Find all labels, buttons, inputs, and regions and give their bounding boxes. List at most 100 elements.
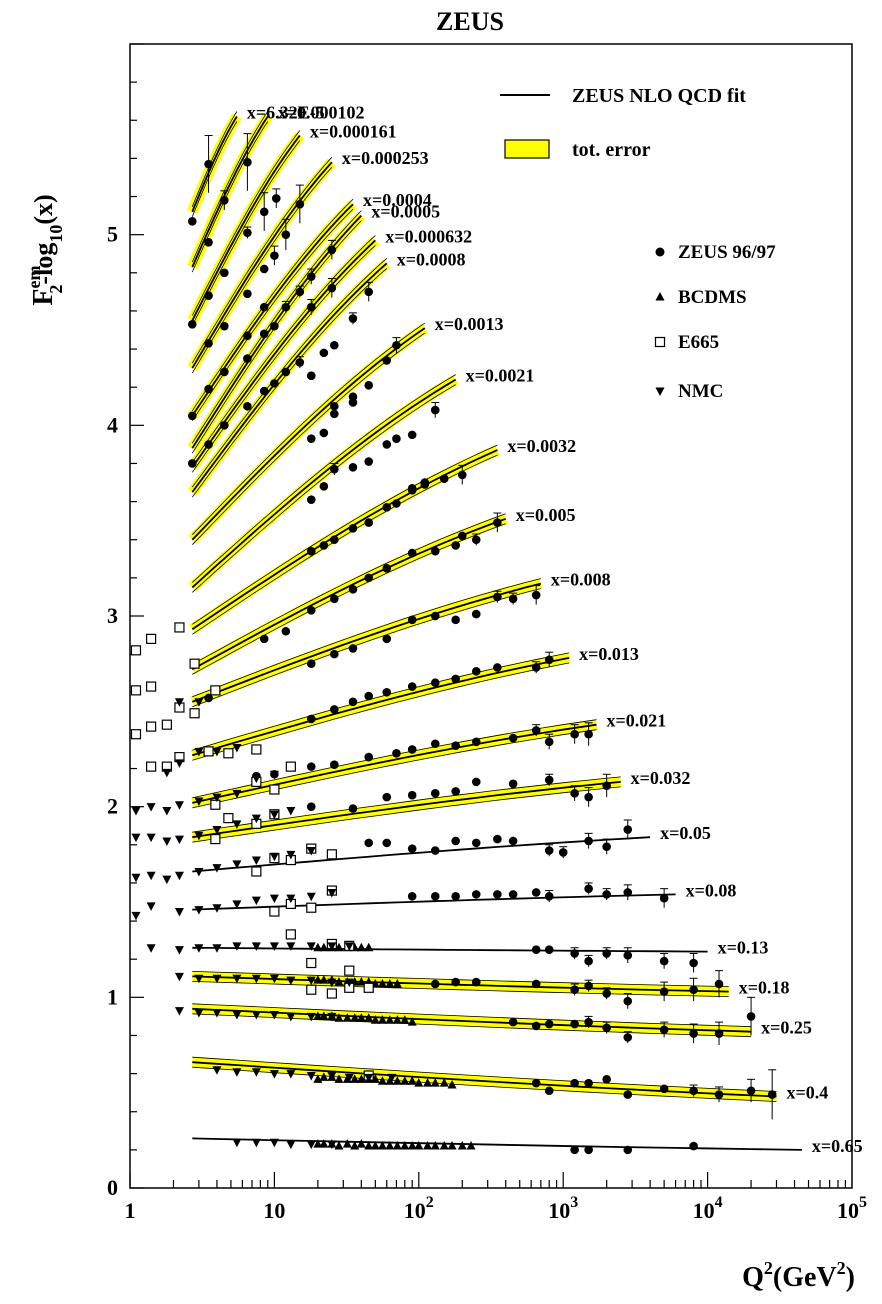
zeus-point xyxy=(430,405,440,415)
zeus-point xyxy=(544,1086,554,1096)
series-label: x=0.05 xyxy=(660,823,711,843)
bcdms-point xyxy=(392,1015,402,1024)
zeus-point xyxy=(430,891,440,901)
nmc-point xyxy=(174,908,184,917)
zeus-point xyxy=(392,434,401,443)
zeus-point xyxy=(382,356,392,365)
zeus-point xyxy=(407,891,417,901)
zeus-point xyxy=(659,956,669,966)
series-label: x=0.08 xyxy=(686,880,737,900)
e665-point xyxy=(146,721,157,732)
zeus-point xyxy=(508,594,518,604)
zeus-point xyxy=(204,384,213,394)
bcdms-point xyxy=(392,1141,402,1150)
zeus-point xyxy=(430,846,440,855)
fit-curve xyxy=(191,582,542,703)
nmc-point xyxy=(232,974,242,984)
x-tick-label-part: 2 xyxy=(426,1194,434,1211)
zeus-point xyxy=(327,283,337,293)
bcdms-point xyxy=(377,1015,387,1024)
bcdms-point xyxy=(319,1011,329,1020)
fit-curve xyxy=(191,115,269,268)
bcdms-point xyxy=(313,1139,323,1148)
bcdms-point xyxy=(319,942,329,952)
legend-bcdms-marker xyxy=(655,292,665,301)
e665-point xyxy=(326,988,337,999)
nmc-point xyxy=(306,1012,316,1022)
zeus-point xyxy=(319,482,329,491)
nmc-point xyxy=(162,875,172,885)
band-edge-upper xyxy=(191,111,238,207)
series-label: x=0.0032 xyxy=(507,436,576,456)
zeus-point xyxy=(584,981,593,991)
zeus-point xyxy=(382,687,392,697)
zeus-point xyxy=(714,1029,724,1038)
y-axis-title-text-part: 10 xyxy=(46,225,66,243)
bcdms-point xyxy=(414,1141,424,1150)
zeus-point xyxy=(327,245,337,255)
nmc-point xyxy=(131,833,141,843)
zeus-point xyxy=(746,1086,756,1096)
nmc-point xyxy=(344,1073,354,1083)
zeus-point xyxy=(508,779,518,789)
nmc-point xyxy=(269,810,279,820)
band-edge-upper xyxy=(191,111,269,263)
zeus-point xyxy=(471,977,481,987)
nmc-point xyxy=(251,974,261,984)
zeus-point xyxy=(471,777,481,787)
x-axis-title: Q2(GeV2) xyxy=(742,1258,855,1293)
x-axis-title-text: Q2(GeV2) xyxy=(742,1258,855,1293)
nmc-point xyxy=(212,826,222,835)
zeus-point xyxy=(330,535,339,545)
nmc-point xyxy=(269,1010,279,1020)
nmc-point xyxy=(269,852,279,862)
e665-point xyxy=(306,984,317,995)
bcdms-point xyxy=(385,1076,395,1085)
zeus-point xyxy=(420,478,430,487)
e665-point xyxy=(326,849,337,860)
zeus-point xyxy=(493,518,502,527)
zeus-point xyxy=(270,379,279,388)
nmc-point xyxy=(194,906,204,915)
fit-curve xyxy=(191,378,457,589)
y-tick-label: 5 xyxy=(107,222,118,247)
zeus-point xyxy=(204,237,213,247)
nmc-point xyxy=(251,1138,261,1148)
bcdms-point xyxy=(439,1078,449,1087)
nmc-point xyxy=(174,759,184,768)
zeus-point xyxy=(451,836,460,846)
zeus-point xyxy=(430,979,440,989)
series-label: x=0.0013 xyxy=(435,314,504,334)
e665-point xyxy=(251,744,262,755)
nmc-point xyxy=(174,801,184,810)
nmc-point xyxy=(146,944,156,953)
series-label: x=0.65 xyxy=(812,1136,863,1156)
zeus-point xyxy=(544,846,554,855)
zeus-point xyxy=(382,564,392,573)
zeus-point xyxy=(602,989,611,998)
zeus-point xyxy=(306,495,316,504)
zeus-point xyxy=(364,518,374,527)
bcdms-point xyxy=(392,1076,402,1085)
bcdms-point xyxy=(370,1141,380,1150)
legend-zeus-marker xyxy=(655,247,665,257)
zeus-point xyxy=(451,674,460,684)
nmc-point xyxy=(232,1138,242,1148)
zeus-point xyxy=(348,398,358,407)
x-tick-label-part: 5 xyxy=(859,1194,867,1211)
zeus-point xyxy=(508,836,518,846)
y-axis-title-text: Fem2-log10(x) xyxy=(24,194,66,305)
fit-curve xyxy=(192,975,729,993)
band-edge-lower xyxy=(192,662,570,761)
zeus-point xyxy=(746,1012,756,1021)
bcdms-point xyxy=(370,1015,380,1024)
zeus-point xyxy=(330,340,339,350)
bcdms-point xyxy=(356,1139,366,1148)
nmc-point xyxy=(212,747,222,757)
zeus-point xyxy=(531,1078,541,1088)
zeus-point xyxy=(584,956,593,966)
zeus-point xyxy=(689,1141,698,1151)
zeus-point xyxy=(531,979,541,989)
zeus-point xyxy=(602,781,611,790)
zeus-point xyxy=(602,949,611,958)
